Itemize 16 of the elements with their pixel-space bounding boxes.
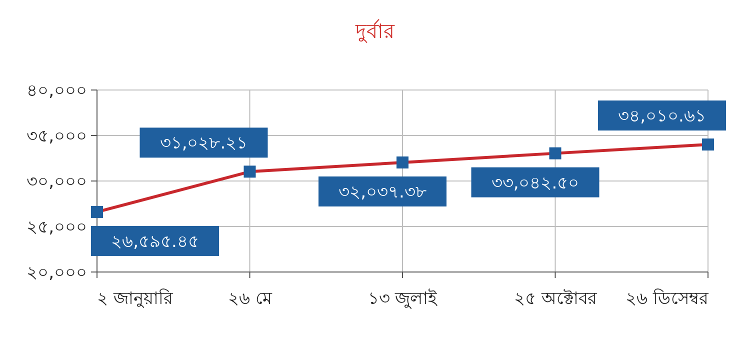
y-tick-label: ৩০,০০০ (26, 172, 87, 192)
x-tick-label: ২৬ মে (228, 289, 272, 309)
data-label: ৩৪,০১০.৬১ (618, 106, 706, 127)
data-label: ৩৩,০৪২.৫০ (491, 173, 580, 194)
x-tick-label: ২ জানুয়ারি (97, 288, 174, 309)
x-tick-label: ১৩ জুলাই (368, 289, 438, 309)
x-tick-label: ২৫ অক্টোবর (514, 289, 598, 309)
y-tick-label: ৪০,০০০ (26, 81, 87, 101)
chart-title: দুর্বার (354, 19, 396, 43)
data-label: ৩১,০২৮.২১ (160, 134, 248, 154)
data-label: ৩২,০৩৭.৩৮ (338, 182, 426, 202)
y-tick-label: ২৫,০০০ (26, 218, 87, 238)
data-label: ২৬,৫৯৫.৪৫ (111, 232, 199, 252)
y-tick-label: ৩৫,০০০ (26, 126, 87, 146)
x-tick-label: ২৬ ডিসেম্বর (626, 288, 709, 309)
y-tick-label: ২০,০০০ (26, 263, 87, 283)
